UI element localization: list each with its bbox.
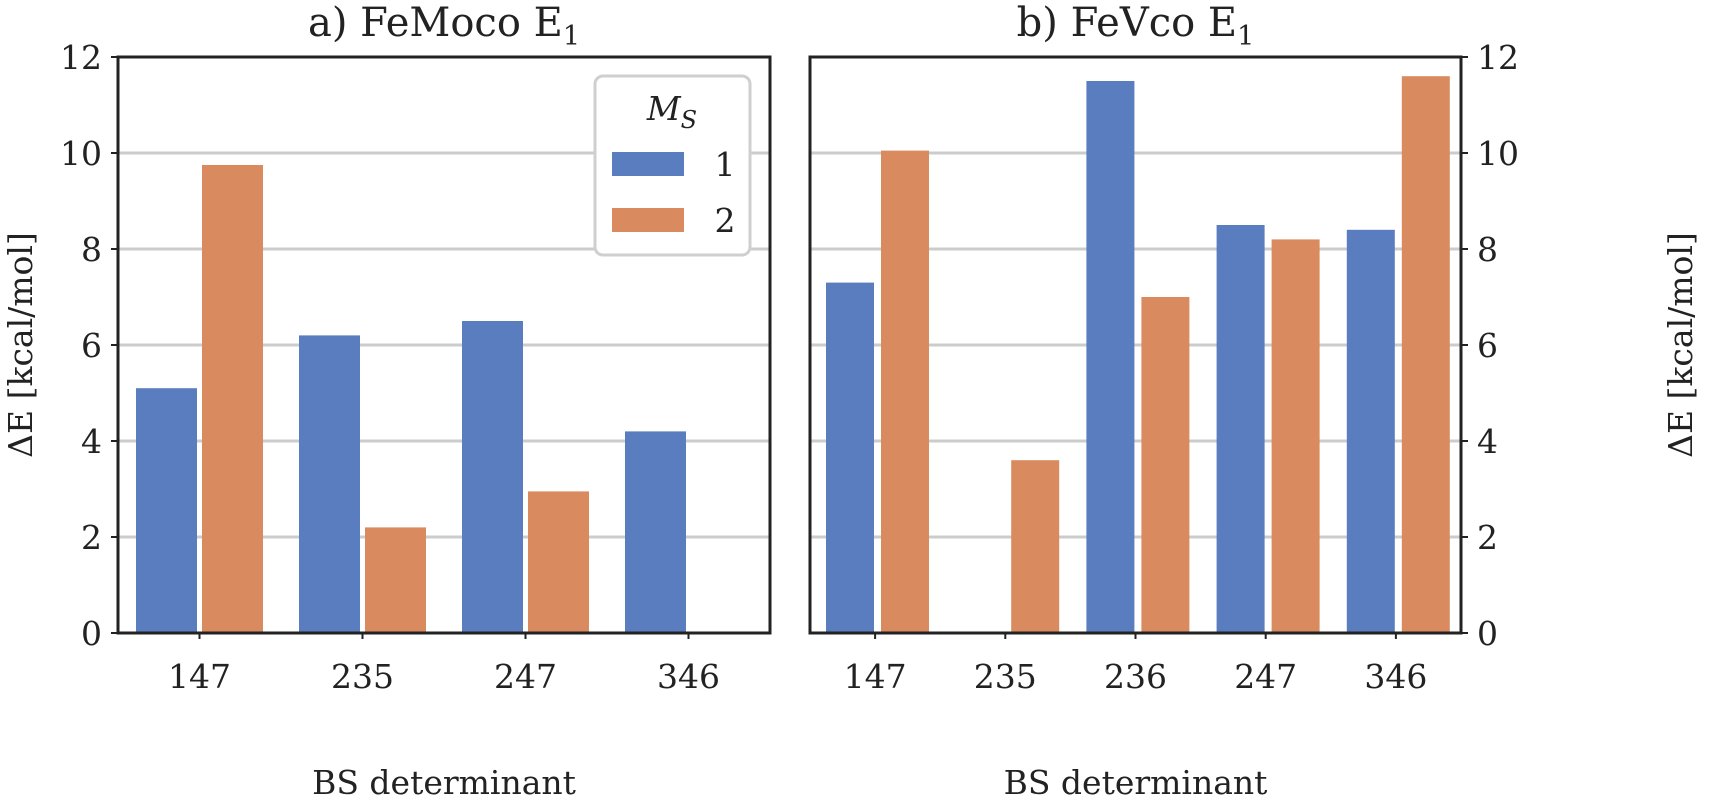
bar-147-ms2 bbox=[881, 150, 929, 633]
x-tick-label: 147 bbox=[168, 657, 231, 696]
y-axis-label: ΔE [kcal/mol] bbox=[1, 232, 40, 458]
x-axis-label: BS determinant bbox=[312, 763, 576, 802]
y-tick-label: 0 bbox=[81, 614, 102, 653]
y-tick-label: 6 bbox=[1477, 326, 1498, 365]
x-tick-label: 346 bbox=[657, 657, 720, 696]
x-axis-label: BS determinant bbox=[1004, 763, 1268, 802]
y-tick-label: 4 bbox=[1477, 422, 1498, 461]
bar-235-ms2 bbox=[365, 527, 426, 633]
panel-title: a) FeMoco E1 bbox=[308, 0, 580, 52]
y-tick-label: 0 bbox=[1477, 614, 1498, 653]
x-tick-label: 346 bbox=[1364, 657, 1427, 696]
y-tick-label: 10 bbox=[60, 134, 102, 173]
y-tick-label: 8 bbox=[1477, 230, 1498, 269]
y-tick-label: 12 bbox=[1477, 38, 1519, 77]
bar-346-ms2 bbox=[1401, 76, 1450, 633]
y-tick-label: 8 bbox=[81, 230, 102, 269]
y-tick-label: 10 bbox=[1477, 134, 1519, 173]
bar-247-ms2 bbox=[1271, 239, 1320, 633]
y-tick-label: 12 bbox=[60, 38, 102, 77]
bar-247-ms1 bbox=[1216, 225, 1265, 633]
x-tick-label: 147 bbox=[844, 657, 907, 696]
x-tick-label: 247 bbox=[494, 657, 557, 696]
bar-247-ms2 bbox=[528, 491, 589, 633]
bar-346-ms1 bbox=[625, 431, 686, 633]
bar-236-ms1 bbox=[1086, 81, 1135, 633]
legend-swatch bbox=[612, 152, 684, 176]
bar-147-ms1 bbox=[136, 388, 197, 633]
x-tick-label: 235 bbox=[974, 657, 1037, 696]
bar-147-ms1 bbox=[826, 282, 874, 633]
bar-147-ms2 bbox=[202, 165, 263, 633]
bar-346-ms1 bbox=[1346, 229, 1395, 634]
panel-title: b) FeVco E1 bbox=[1017, 0, 1255, 52]
legend-swatch bbox=[612, 208, 684, 232]
y-tick-label: 6 bbox=[81, 326, 102, 365]
bar-235-ms1 bbox=[299, 335, 360, 633]
y-tick-label: 2 bbox=[1477, 518, 1498, 557]
y-tick-label: 4 bbox=[81, 422, 102, 461]
legend-title: MS bbox=[646, 89, 697, 134]
bar-247-ms1 bbox=[462, 321, 523, 633]
legend: MS 1 2 bbox=[593, 74, 752, 257]
bar-235-ms2 bbox=[1011, 460, 1060, 633]
bar-236-ms2 bbox=[1141, 297, 1190, 633]
x-tick-label: 235 bbox=[331, 657, 394, 696]
legend-entry-label: 1 bbox=[715, 145, 736, 184]
legend-entry-label: 2 bbox=[715, 201, 736, 240]
panel-fevco: 147 235 236 247 346 0 2 4 6 8 10 12 b) FeVco E1 BS de… bbox=[808, 0, 1700, 802]
x-tick-label: 247 bbox=[1234, 657, 1297, 696]
y-axis-label: ΔE [kcal/mol] bbox=[1661, 232, 1700, 458]
x-tick-label: 236 bbox=[1104, 657, 1167, 696]
y-tick-label: 2 bbox=[81, 518, 102, 557]
